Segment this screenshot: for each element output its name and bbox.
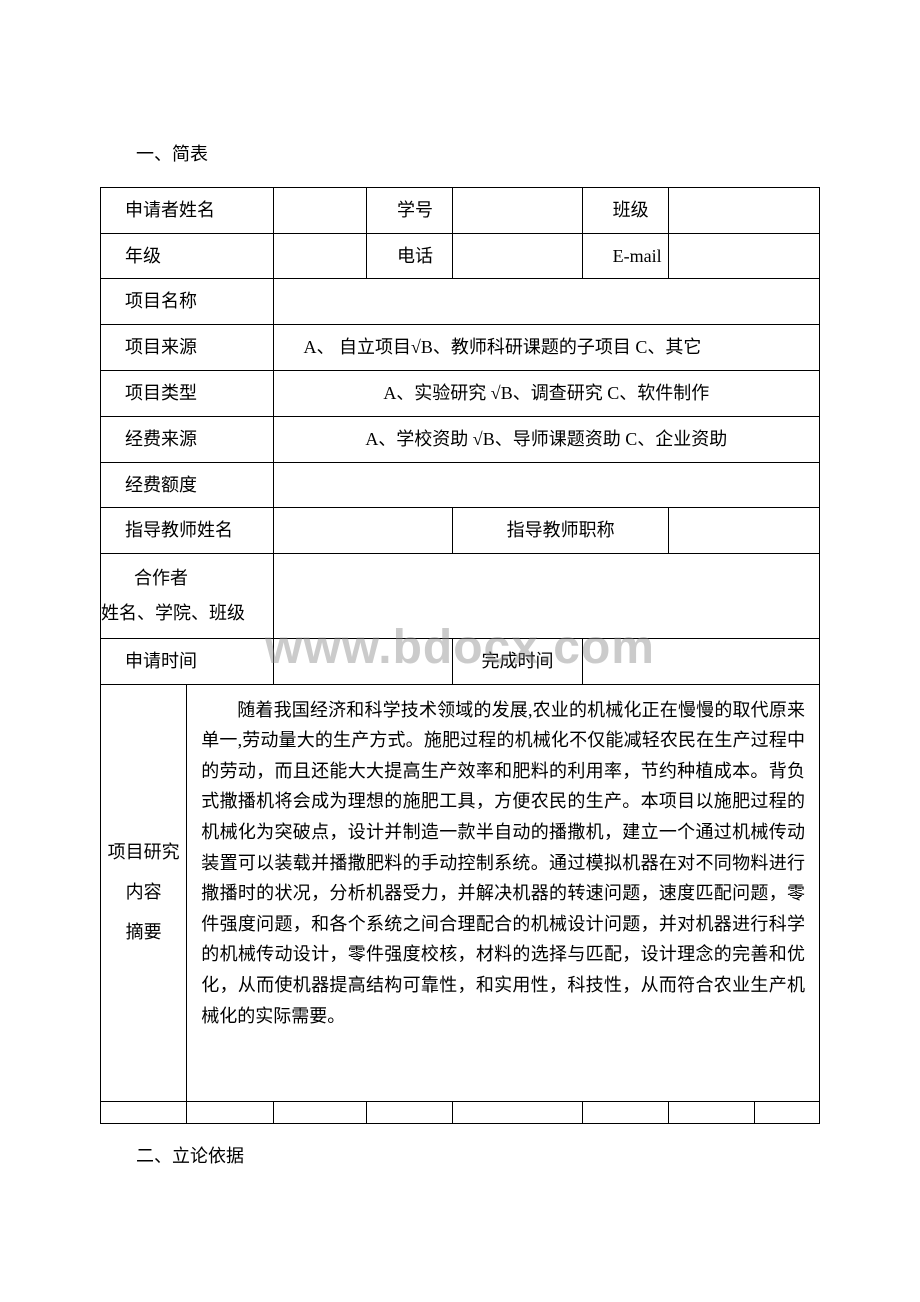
abstract-label-3: 摘要 xyxy=(107,913,180,953)
collaborator-label: 合作者 姓名、学院、班级 xyxy=(101,554,274,639)
empty-cell-6 xyxy=(582,1102,668,1124)
grade-label: 年级 xyxy=(101,233,274,279)
abstract-label-1: 项目研究 xyxy=(107,833,180,873)
row-project-type: 项目类型 A、实验研究 √B、调查研究 C、软件制作 xyxy=(101,370,820,416)
project-type-value: A、实验研究 √B、调查研究 C、软件制作 xyxy=(273,370,819,416)
abstract-content: 随着我国经济和科学技术领域的发展,农业的机械化正在慢慢的取代原来单一,劳动量大的… xyxy=(187,684,820,1102)
grade-value xyxy=(273,233,366,279)
collaborator-sub: 姓名、学院、班级 xyxy=(101,599,267,628)
apply-time-label: 申请时间 xyxy=(101,638,274,684)
row-empty xyxy=(101,1102,820,1124)
complete-time-label: 完成时间 xyxy=(453,638,582,684)
advisor-name-value xyxy=(273,508,453,554)
row-advisor: 指导教师姓名 指导教师职称 xyxy=(101,508,820,554)
row-project-source: 项目来源 A、 自立项目√B、教师科研课题的子项目 C、其它 xyxy=(101,325,820,371)
fund-source-label: 经费来源 xyxy=(101,416,274,462)
advisor-name-label: 指导教师姓名 xyxy=(101,508,274,554)
abstract-text: 随着我国经济和科学技术领域的发展,农业的机械化正在慢慢的取代原来单一,劳动量大的… xyxy=(201,695,805,1032)
applicant-name-value xyxy=(273,187,366,233)
application-form-table: 申请者姓名 学号 班级 年级 电话 E-mail 项目名称 项目来源 A、 自立… xyxy=(100,187,820,1124)
apply-time-value xyxy=(273,638,453,684)
project-source-label: 项目来源 xyxy=(101,325,274,371)
student-id-value xyxy=(453,187,582,233)
empty-cell-5 xyxy=(453,1102,582,1124)
empty-cell-3 xyxy=(273,1102,366,1124)
fund-amount-value xyxy=(273,462,819,508)
phone-label: 电话 xyxy=(367,233,453,279)
row-abstract: 项目研究 内容 摘要 随着我国经济和科学技术领域的发展,农业的机械化正在慢慢的取… xyxy=(101,684,820,1102)
empty-cell-4 xyxy=(367,1102,453,1124)
row-fund-source: 经费来源 A、学校资助 √B、导师课题资助 C、企业资助 xyxy=(101,416,820,462)
advisor-title-value xyxy=(668,508,819,554)
row-fund-amount: 经费额度 xyxy=(101,462,820,508)
row-grade: 年级 电话 E-mail xyxy=(101,233,820,279)
class-value xyxy=(668,187,819,233)
student-id-label: 学号 xyxy=(367,187,453,233)
project-name-label: 项目名称 xyxy=(101,279,274,325)
email-value xyxy=(668,233,819,279)
advisor-title-label: 指导教师职称 xyxy=(453,508,669,554)
collaborator-header: 合作者 xyxy=(125,564,267,593)
class-label: 班级 xyxy=(582,187,668,233)
empty-cell-2 xyxy=(187,1102,273,1124)
complete-time-value xyxy=(582,638,819,684)
empty-cell-8 xyxy=(755,1102,820,1124)
empty-cell-1 xyxy=(101,1102,187,1124)
email-label: E-mail xyxy=(582,233,668,279)
section-2-title: 二、立论依据 xyxy=(100,1142,820,1171)
project-type-label: 项目类型 xyxy=(101,370,274,416)
collaborator-value xyxy=(273,554,819,639)
fund-source-value: A、学校资助 √B、导师课题资助 C、企业资助 xyxy=(273,416,819,462)
abstract-label: 项目研究 内容 摘要 xyxy=(101,684,187,1102)
row-applicant: 申请者姓名 学号 班级 xyxy=(101,187,820,233)
empty-cell-7 xyxy=(668,1102,754,1124)
row-collaborator: 合作者 姓名、学院、班级 xyxy=(101,554,820,639)
section-1-title: 一、简表 xyxy=(100,140,820,169)
row-time: 申请时间 完成时间 xyxy=(101,638,820,684)
applicant-name-label: 申请者姓名 xyxy=(101,187,274,233)
project-name-value xyxy=(273,279,819,325)
row-project-name: 项目名称 xyxy=(101,279,820,325)
phone-value xyxy=(453,233,582,279)
fund-amount-label: 经费额度 xyxy=(101,462,274,508)
abstract-label-2: 内容 xyxy=(107,873,180,913)
project-source-value: A、 自立项目√B、教师科研课题的子项目 C、其它 xyxy=(273,325,819,371)
